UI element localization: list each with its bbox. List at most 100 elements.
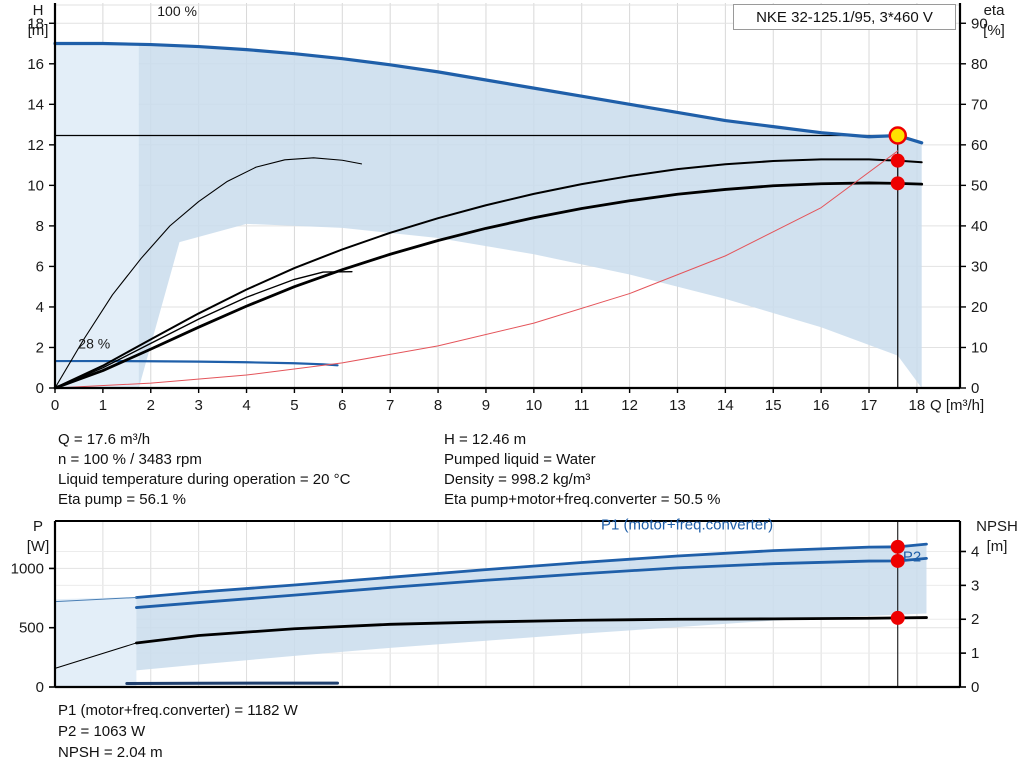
curve-0 [53,41,924,145]
svg-text:0: 0 [36,380,44,397]
svg-text:3: 3 [194,397,202,414]
svg-text:1000: 1000 [11,560,44,577]
svg-text:500: 500 [19,620,44,637]
svg-text:18: 18 [909,397,926,414]
readout-eta-total: Eta pump+motor+freq.converter = 50.5 % [444,491,721,508]
svg-text:[W]: [W] [27,538,50,555]
svg-text:50: 50 [971,177,988,194]
duty-value-marker2-2 [890,610,905,625]
svg-text:0: 0 [36,679,44,696]
svg-text:0: 0 [971,679,979,696]
curve-4 [53,181,924,390]
power-npsh-plot: 0 500 1000 0 1 2 3 4 P [W] NPSH [m] P1 (motor+freq.c… [11,516,1018,696]
svg-text:H: H [33,2,44,19]
curve2-label-1: P2 [903,548,921,565]
power-min-speed-envelope [55,596,137,687]
svg-text:10: 10 [525,397,542,414]
svg-text:P: P [33,518,43,535]
svg-text:6: 6 [36,258,44,275]
readout-liquid-temp: Liquid temperature during operation = 20… [58,471,351,488]
power-envelope [55,544,927,684]
svg-text:20: 20 [971,299,988,316]
svg-text:eta: eta [984,2,1006,19]
readout-right-block: H = 12.46 m Pumped liquid = Water Densit… [444,430,720,510]
curve2-0 [135,542,928,599]
readout-left-block: Q = 17.6 m³/h n = 100 % / 3483 rpm Liqui… [58,430,350,510]
duty-point-marker [888,126,908,145]
svg-text:18: 18 [27,15,44,32]
svg-text:0: 0 [51,397,59,414]
curve2-4 [54,642,137,669]
svg-text:30: 30 [971,258,988,275]
readout-n: n = 100 % / 3483 rpm [58,451,202,468]
svg-text:Q [m³/h]: Q [m³/h] [930,397,984,414]
svg-text:11: 11 [574,397,590,414]
svg-text:10: 10 [971,339,988,356]
svg-text:2: 2 [36,339,44,356]
readout-pumped-liquid: Pumped liquid = Water [444,451,596,468]
pump-model-label: NKE 32-125.1/95, 3*460 V [756,8,933,26]
speed-range-envelope [55,43,922,388]
curve2-2 [54,596,137,603]
svg-text:60: 60 [971,137,988,154]
chart1-axes: 0 1 2 3 4 5 6 7 8 9 10 11 12 13 14 15 16 17 18024681012141… [27,2,1005,414]
svg-text:90: 90 [971,15,988,32]
svg-text:80: 80 [971,56,988,73]
svg-text:12: 12 [27,137,44,154]
duty-value-marker-1 [890,153,905,168]
readout-bottom-block: P1 (motor+freq.converter) = 1182 W P2 = … [58,700,298,763]
curve-3 [54,158,923,389]
svg-text:[m]: [m] [28,22,49,39]
svg-text:13: 13 [669,397,686,414]
curve2-label-0: P1 (motor+freq.converter) [601,516,773,533]
svg-text:4: 4 [971,543,979,560]
curve-label-0: 100 % [157,3,197,19]
svg-text:[%]: [%] [983,22,1005,39]
svg-text:40: 40 [971,218,988,235]
svg-text:8: 8 [434,397,442,414]
curve2-1 [135,556,928,609]
head-efficiency-chart: 0 1 2 3 4 5 6 7 8 9 10 11 12 13 14 15 16 17 18 0 2 4 6 8 10 12 14 1… [27,2,1005,414]
svg-text:4: 4 [242,397,250,414]
svg-text:[m]: [m] [987,538,1008,555]
pump-model-title-box: NKE 32-125.1/95, 3*460 V [733,4,956,30]
svg-text:9: 9 [482,397,490,414]
curve-label-1: 28 % [78,335,110,351]
head-efficiency-plot: 0 1 2 3 4 5 6 7 8 9 10 11 12 13 14 15 16 17 18024681012141… [27,2,1005,414]
svg-text:0: 0 [971,380,979,397]
duty-value-marker2-0 [890,539,905,554]
svg-text:4: 4 [36,299,44,316]
readout-npsh: NPSH = 2.04 m [58,744,163,761]
chart2-axes: 0 500 1000 0 1 2 3 4 P [W] NPSH [m] [11,518,1018,696]
svg-text:14: 14 [717,397,734,414]
svg-text:12: 12 [621,397,638,414]
svg-text:6: 6 [338,397,346,414]
duty-value-marker2-1 [890,553,905,568]
svg-text:5: 5 [290,397,298,414]
power-npsh-chart: 0 500 1000 0 1 2 3 4 P [W] NPSH [m] P1 (motor+freq.c… [0,515,1024,715]
svg-text:16: 16 [813,397,830,414]
svg-text:3: 3 [971,577,979,594]
svg-text:1: 1 [99,397,107,414]
svg-text:10: 10 [27,177,44,194]
svg-text:16: 16 [27,56,44,73]
svg-text:70: 70 [971,96,988,113]
curve-2 [54,157,363,389]
curve-5 [54,270,353,389]
svg-text:17: 17 [861,397,878,414]
readout-p2: P2 = 1063 W [58,723,146,740]
svg-text:2: 2 [147,397,155,414]
svg-text:NPSH: NPSH [976,518,1018,535]
readout-h: H = 12.46 m [444,431,527,448]
readout-q: Q = 17.6 m³/h [58,431,151,448]
readout-p1: P1 (motor+freq.converter) = 1182 W [58,702,298,719]
svg-text:8: 8 [36,218,44,235]
duty-value-marker-2 [890,176,905,191]
readout-eta-pump: Eta pump = 56.1 % [58,491,186,508]
svg-text:1: 1 [971,645,979,662]
svg-text:15: 15 [765,397,782,414]
curve2-3 [135,616,928,645]
readout-density: Density = 998.2 kg/m³ [444,471,591,488]
min-speed-envelope [55,43,139,389]
